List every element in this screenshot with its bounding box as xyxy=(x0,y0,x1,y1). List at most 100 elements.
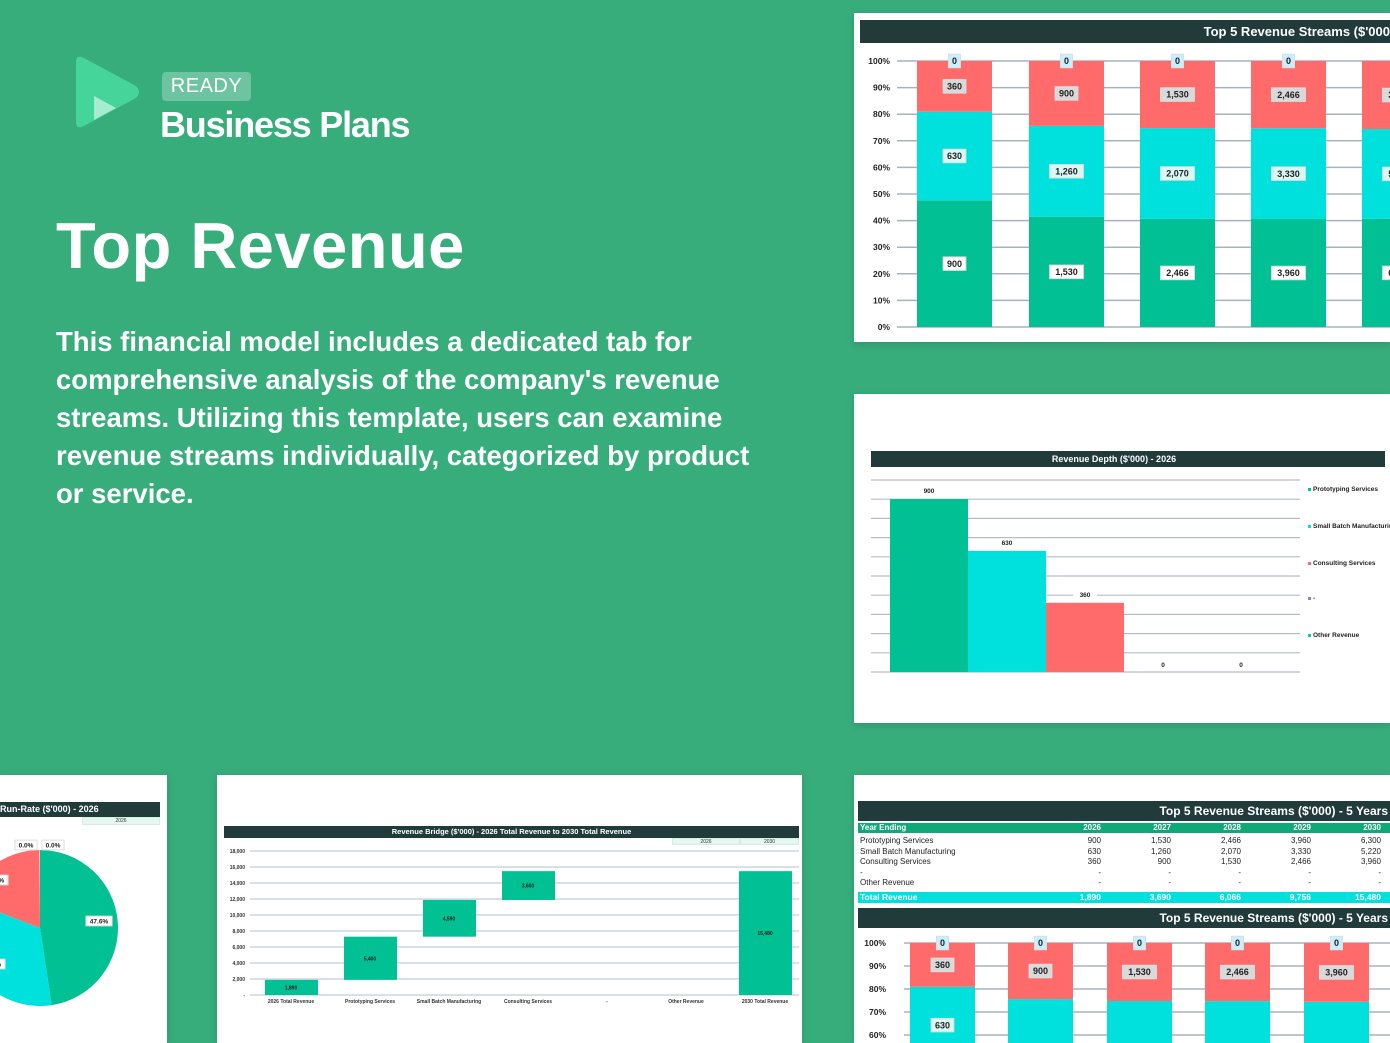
y-tick-label: 60% xyxy=(869,1030,886,1040)
x-tick-label: - xyxy=(606,999,608,1005)
data-label: 360 xyxy=(935,960,950,970)
chart-title: Top 5 Revenue Streams ($'000 xyxy=(860,20,1390,43)
data-label: 900 xyxy=(947,259,962,269)
data-label-box xyxy=(1271,265,1306,281)
table-cell: - xyxy=(1168,867,1171,877)
table-cell: 3,960 xyxy=(1360,857,1381,867)
data-label: 0 xyxy=(1161,662,1165,669)
data-label-box xyxy=(942,148,967,164)
y-tick-label: 8,000 xyxy=(232,929,245,935)
data-label: 47.6% xyxy=(90,918,109,925)
data-label: 1,530 xyxy=(1166,90,1189,100)
data-label-box xyxy=(936,935,949,951)
data-label: 3,960 xyxy=(1277,268,1300,278)
data-label: 2,466 xyxy=(1226,967,1249,977)
data-label: 1,260 xyxy=(1055,166,1078,176)
page-title: Top Revenue xyxy=(56,209,465,282)
run-rate-pie-card: Run-Rate ($'000) - 2026 2026 47.6% 33.3% 1… xyxy=(0,775,167,1043)
y-tick-label: 60% xyxy=(873,162,890,172)
data-label-box xyxy=(1049,264,1084,280)
y-tick-label: 70% xyxy=(873,136,890,146)
data-label: 1,890 xyxy=(285,985,298,991)
y-tick-label: 10% xyxy=(873,295,890,305)
legend-swatch xyxy=(1308,562,1311,565)
table-row: Consulting Services 360 900 1,530 2,466 3,960 xyxy=(858,857,1390,867)
data-label-box xyxy=(1028,963,1053,979)
data-label: 630 xyxy=(1002,540,1013,547)
table-cell: - xyxy=(860,867,863,877)
data-label: 19.0% xyxy=(0,877,4,884)
data-label: 33.3% xyxy=(0,961,1,968)
data-label: 900 xyxy=(1033,966,1048,976)
data-label: 2,466 xyxy=(1166,268,1189,278)
data-label: 3,960 xyxy=(1325,968,1348,978)
table-cell: - xyxy=(1378,877,1381,887)
table-cell: 3,330 xyxy=(1290,846,1311,856)
table-row: Other Revenue - - - - - xyxy=(858,878,1390,888)
year-cell: 2026 xyxy=(82,817,160,825)
x-tick-label: Small Batch Manufacturing xyxy=(417,999,481,1005)
data-label-box xyxy=(1122,964,1157,980)
table-cell: - xyxy=(1308,877,1311,887)
revenue-table: Year Ending 2026 2027 2028 2029 2030 Prototypi… xyxy=(858,823,1390,904)
bar xyxy=(1046,602,1124,672)
table-row: Prototyping Services 900 1,530 2,466 3,960 6,… xyxy=(858,836,1390,846)
y-tick-label: 100% xyxy=(864,938,886,948)
data-label-box xyxy=(948,53,961,69)
table-cell: Prototyping Services xyxy=(860,836,934,846)
data-label: 0 xyxy=(1137,938,1142,948)
data-label: 360 xyxy=(947,81,962,91)
data-label-box xyxy=(1034,935,1047,951)
y-tick-label: 0% xyxy=(878,322,891,332)
data-label-box xyxy=(14,839,38,851)
y-tick-label: 100% xyxy=(868,56,890,66)
data-label: 900 xyxy=(924,488,935,495)
data-label: 0.0% xyxy=(19,842,34,849)
data-label: 630 xyxy=(935,1020,950,1030)
data-label-box xyxy=(1231,935,1244,951)
chart-title: Top 5 Revenue Streams ($'000) - 5 Years xyxy=(858,908,1390,928)
data-label: 0 xyxy=(952,56,957,66)
data-label-box xyxy=(1282,53,1295,69)
page-description: This financial model includes a dedicate… xyxy=(56,326,750,509)
y-tick-label: 90% xyxy=(873,83,890,93)
y-tick-label: 2,000 xyxy=(232,977,245,983)
data-label: 15,480 xyxy=(757,931,773,937)
chart-title: Revenue Bridge ($'000) - 2026 Total Reve… xyxy=(224,826,799,838)
data-label: 3,600 xyxy=(522,884,535,890)
table-cell: 1,530 xyxy=(1150,836,1171,846)
data-label-box xyxy=(1382,166,1390,182)
revenue-bridge-chart: - 2,000 4,000 6,000 8,000 10,000 12,000 14,000 1… xyxy=(230,849,799,1005)
bar xyxy=(265,979,318,995)
x-tick-label: Other Revenue xyxy=(668,999,704,1005)
data-label: 5,400 xyxy=(364,956,377,962)
table-cell: Total Revenue xyxy=(860,892,918,903)
data-label-box xyxy=(1319,965,1354,980)
legend-label: - xyxy=(1313,595,1315,602)
table-title: Top 5 Revenue Streams ($'000) - 5 Years xyxy=(858,801,1390,821)
bar-segment xyxy=(1107,1001,1172,1043)
table-cell: 9,756 xyxy=(1289,892,1311,903)
table-cell: - xyxy=(1168,877,1171,887)
data-label-box xyxy=(1382,87,1390,103)
legend-label: Prototyping Services xyxy=(1313,486,1378,493)
table-cell: 900 xyxy=(1157,857,1171,867)
table-cell: 630 xyxy=(1087,846,1101,856)
y-tick-label: 30% xyxy=(873,242,890,252)
pie-slice xyxy=(0,912,52,1006)
brand-name: Business Plans xyxy=(160,104,411,145)
table-cell: Consulting Services xyxy=(860,857,931,867)
pie-slice xyxy=(40,850,118,1006)
play-logo-icon xyxy=(76,56,139,128)
y-tick-label: 50% xyxy=(873,189,890,199)
y-tick-label: 12,000 xyxy=(230,897,246,903)
table-cell: Year Ending xyxy=(860,823,907,832)
x-tick-label: Prototyping Services xyxy=(345,999,395,1005)
data-label-box xyxy=(1049,164,1084,179)
x-tick-label: 2030 Total Revenue xyxy=(742,999,789,1005)
legend-swatch xyxy=(1308,525,1311,528)
data-label: 2,466 xyxy=(1277,90,1300,100)
data-label-box xyxy=(1220,964,1255,980)
table-row: Small Batch Manufacturing 630 1,260 2,070 3,… xyxy=(858,847,1390,857)
bar xyxy=(423,899,476,937)
